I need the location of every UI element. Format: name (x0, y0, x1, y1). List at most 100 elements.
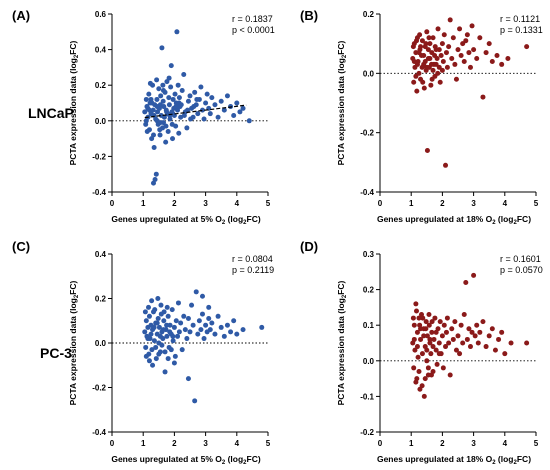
chart-3-data-point (413, 301, 419, 307)
chart-0-data-point (168, 84, 174, 90)
chart-2-y-axis-title-part: 2 (74, 294, 80, 298)
chart-0-data-point (185, 107, 191, 113)
chart-3-data-point (455, 333, 461, 339)
chart-3-x-axis-title-part: 2 (492, 460, 496, 466)
chart-2-data-point (159, 342, 165, 348)
chart-2-data-point (171, 324, 177, 330)
chart-1-data-point (421, 85, 427, 91)
chart-0-y-tick-label: 0.6 (95, 10, 107, 19)
chart-0-data-point (187, 93, 193, 99)
chart-1-data-point (460, 41, 466, 47)
chart-2-y-axis-title-part: FC) (68, 280, 78, 294)
chart-0-y-tick-label: -0.4 (92, 188, 106, 197)
chart-3-data-point (417, 322, 423, 328)
chart-1-data-point (421, 53, 427, 59)
chart-panel-0: (A) 0 1 2 3 4 5 -0.4 -0.2 0.0 0.2 0.4 0.6 r = 0.1837p… (12, 8, 275, 226)
chart-0-data-point (176, 130, 182, 136)
chart-3-x-tick-label: 5 (534, 439, 539, 448)
row-label-lncap: LNCaP (28, 105, 74, 121)
chart-0-trend-line (144, 104, 247, 119)
chart-3-x-axis-title-part: 2 (514, 460, 518, 466)
chart-0-y-tick-label: 0.2 (95, 81, 107, 90)
chart-2-data-point (175, 300, 181, 306)
chart-3-y-tick-label: 0.2 (363, 286, 375, 295)
chart-0-x-tick-label: 2 (172, 199, 177, 208)
chart-3-data-point (416, 315, 422, 321)
chart-3-data-point (496, 336, 502, 342)
chart-2-x-axis-title-part: 2 (243, 460, 247, 466)
chart-2-data-point (143, 318, 149, 324)
chart-2-data-point (164, 304, 170, 310)
chart-1-data-point (480, 94, 486, 100)
chart-3-data-point (423, 326, 429, 332)
chart-3-x-axis-title-part: FC) (517, 454, 531, 464)
chart-0-data-point (204, 91, 210, 97)
chart-1-y-axis-title: PCTA expression data (log2FC) (336, 40, 348, 165)
chart-3-data-point (477, 329, 483, 335)
chart-1-data-point (437, 79, 443, 85)
chart-2-data-point (224, 322, 230, 328)
chart-3-data-point (426, 322, 432, 328)
chart-1-data-point (416, 70, 422, 76)
chart-3-data-point (429, 319, 435, 325)
chart-3-data-point (414, 344, 420, 350)
chart-0-data-point (203, 100, 209, 106)
chart-2-data-point (153, 356, 159, 362)
chart-0-data-point (161, 114, 167, 120)
chart-2-data-point (148, 331, 154, 337)
chart-2-data-point (240, 327, 246, 333)
chart-0-data-point (164, 109, 170, 115)
chart-1-data-point (425, 47, 431, 53)
chart-1-data-point (439, 67, 445, 73)
chart-2-data-point (164, 333, 170, 339)
chart-0-data-point (209, 95, 215, 101)
chart-0-data-point (181, 72, 187, 78)
chart-3-panel-letter: (D) (300, 239, 318, 254)
chart-3-stat-r: r = 0.1601 (500, 254, 541, 264)
chart-3-data-point (431, 336, 437, 342)
chart-0-data-point (170, 96, 176, 102)
chart-3-data-point (450, 336, 456, 342)
chart-1-y-axis-title-part: 2 (342, 54, 348, 58)
chart-1-data-point (414, 38, 420, 44)
chart-0-data-point (237, 109, 243, 115)
chart-1-data-point (494, 53, 500, 59)
chart-1-data-point (471, 47, 477, 53)
chart-2-data-point (231, 318, 237, 324)
chart-3-data-point (433, 347, 439, 353)
chart-0-data-point (163, 139, 169, 145)
chart-0-data-point (195, 111, 201, 117)
chart-2-data-point (156, 351, 162, 357)
chart-1-data-point (433, 61, 439, 67)
chart-2-x-axis-title-part: Genes upregulated at 5% O (111, 454, 222, 464)
chart-2-data-point (145, 336, 151, 342)
chart-2-data-point (164, 322, 170, 328)
chart-2-data-point (179, 347, 185, 353)
chart-0-data-point (160, 82, 166, 88)
chart-0-data-point (154, 77, 160, 83)
chart-1-data-point (469, 23, 475, 29)
chart-3-y-axis-title: PCTA expression data (log2FC) (336, 280, 348, 405)
chart-0-data-point (147, 80, 153, 86)
chart-3-data-point (474, 322, 480, 328)
chart-0-data-point (191, 104, 197, 110)
chart-2-data-point (209, 320, 215, 326)
chart-3-data-point (425, 365, 431, 371)
chart-2-x-axis-title-part: FC) (247, 454, 261, 464)
chart-2-data-point (215, 313, 221, 319)
chart-1-x-axis-title: Genes upregulated at 18% O2 (log2FC) (377, 214, 531, 226)
chart-2-data-point (149, 347, 155, 353)
chart-1-data-point (424, 147, 430, 153)
chart-0-y-axis-title-part: FC) (68, 40, 78, 54)
chart-1-x-axis-title-part: 2 (492, 220, 496, 226)
chart-0-data-point (166, 102, 172, 108)
chart-0-x-tick-label: 4 (235, 199, 240, 208)
chart-2-data-point (234, 331, 240, 337)
chart-0-data-point (168, 63, 174, 69)
chart-2-data-point (149, 298, 155, 304)
chart-3-data-point (469, 329, 475, 335)
chart-2-y-axis-title: PCTA expression data (log2FC) (68, 280, 80, 405)
chart-1-data-point (458, 53, 464, 59)
chart-2-data-point (161, 309, 167, 315)
chart-1-x-axis-title-part: 2 (514, 220, 518, 226)
